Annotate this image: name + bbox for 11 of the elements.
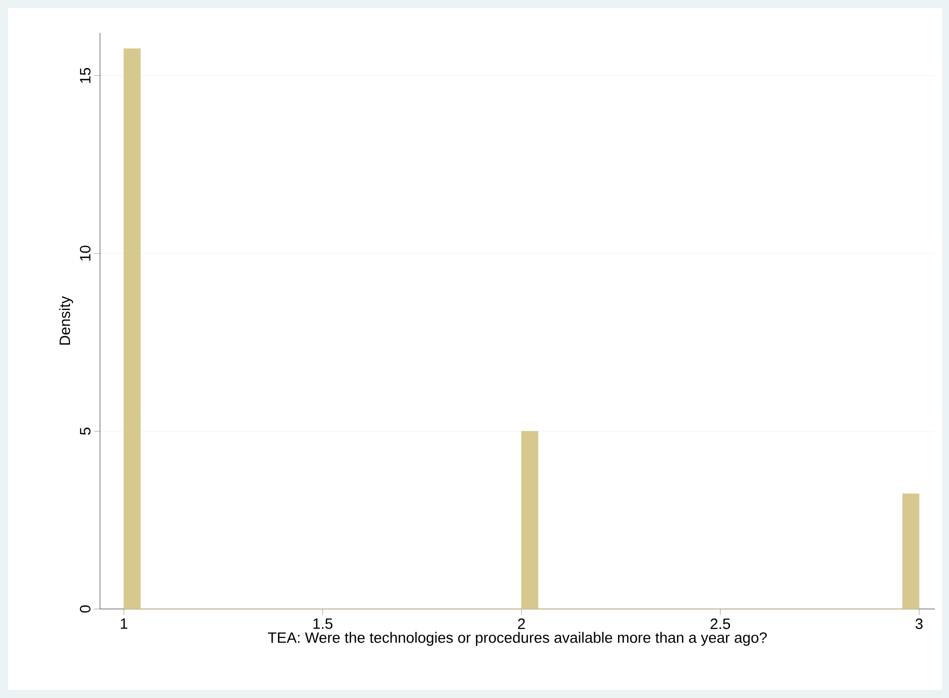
x-tick-label: 2 xyxy=(518,618,525,629)
y-tick-label: 5 xyxy=(80,428,90,435)
y-tick-label: 10 xyxy=(80,246,90,261)
x-tick-label: 2.5 xyxy=(710,618,730,630)
x-tick-label: 1 xyxy=(120,618,128,629)
y-tick-label: 0 xyxy=(80,605,90,613)
x-tick-label: 3 xyxy=(916,618,923,630)
y-axis-title: Density xyxy=(59,296,74,345)
x-axis-title: TEA: Were the technologies or procedures available more than a year ago? xyxy=(268,632,767,646)
x-tick-label: 1.5 xyxy=(313,618,332,629)
y-tick-label: 15 xyxy=(80,68,90,83)
